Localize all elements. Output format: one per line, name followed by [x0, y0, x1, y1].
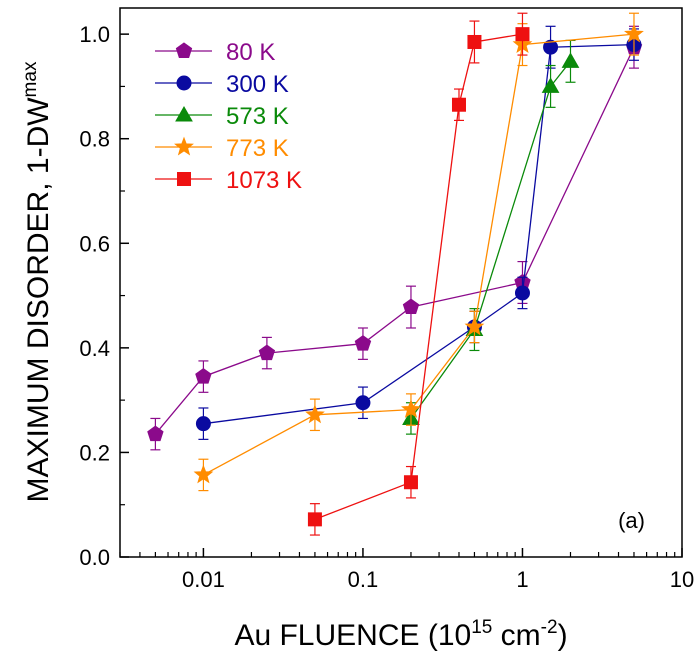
y-axis-title: MAXIMUM DISORDER, 1-DWmax — [20, 61, 55, 502]
data-point-300k — [355, 395, 371, 411]
data-point-1073k — [467, 34, 482, 49]
data-point-80k — [354, 335, 372, 351]
data-point-573k — [561, 52, 580, 68]
y-tick-label: 0.2 — [79, 440, 110, 465]
x-tick-label: 10 — [670, 567, 694, 592]
data-point-300k — [514, 285, 530, 301]
x-axis-title: Au FLUENCE (1015 cm-2) — [234, 617, 567, 652]
x-tick-label: 0.01 — [182, 567, 225, 592]
data-point-80k — [147, 425, 164, 442]
data-point-300k — [195, 416, 211, 432]
axis-ticks: 0.01 0.1 1 10 0.0 0.2 0.4 0.6 0.8 1.0 — [79, 22, 694, 592]
legend-label: 1073 K — [226, 167, 302, 194]
legend-item-1073k: 1073 K — [155, 167, 302, 194]
legend-item-773k: 773 K — [155, 135, 289, 162]
legend-marker-773k — [174, 136, 194, 156]
data-point-80k — [195, 367, 212, 384]
y-tick-label: 1.0 — [79, 22, 110, 47]
data-point-1073k — [307, 512, 322, 527]
x-tick-label: 0.1 — [348, 567, 379, 592]
data-point-1073k — [451, 97, 466, 112]
legend-label: 300 K — [226, 71, 289, 98]
series-line-573k — [410, 60, 572, 419]
panel-label: (a) — [618, 508, 645, 533]
series-1073k — [307, 12, 530, 536]
data-point-773k — [464, 316, 485, 336]
y-tick-label: 0.0 — [79, 545, 110, 570]
data-point-573k — [541, 77, 560, 93]
data-point-773k — [401, 399, 421, 418]
legend-marker-573k — [175, 105, 193, 122]
series-line-300k — [203, 43, 635, 425]
x-tick-label: 1 — [516, 567, 528, 592]
y-tick-label: 0.8 — [79, 127, 110, 152]
series-line-773k — [203, 33, 635, 476]
series-80k — [147, 25, 643, 451]
y-tick-label: 0.4 — [79, 336, 110, 361]
data-point-80k — [258, 344, 276, 361]
legend-item-573k: 573 K — [155, 103, 289, 130]
series-573k — [402, 39, 580, 435]
legend-item-80k: 80 K — [155, 39, 275, 66]
data-point-773k — [193, 464, 214, 484]
legend-marker-300k — [176, 75, 192, 91]
data-point-1073k — [515, 27, 530, 42]
legend-label: 573 K — [226, 103, 289, 130]
data-point-1073k — [403, 475, 418, 490]
series-773k — [193, 12, 644, 492]
y-tick-label: 0.6 — [79, 231, 110, 256]
legend-marker-80k — [175, 42, 193, 58]
data-point-300k — [543, 39, 559, 55]
legend: 80 K 300 K 573 K 773 K 1073 K — [155, 39, 302, 194]
series-layer — [147, 12, 644, 536]
legend-marker-1073k — [177, 172, 191, 186]
legend-item-300k: 300 K — [155, 71, 289, 98]
data-point-80k — [402, 298, 420, 314]
plot-frame — [119, 7, 683, 558]
legend-label: 773 K — [226, 135, 289, 162]
legend-label: 80 K — [226, 39, 275, 66]
data-point-773k — [305, 404, 325, 424]
data-point-773k — [624, 23, 644, 43]
